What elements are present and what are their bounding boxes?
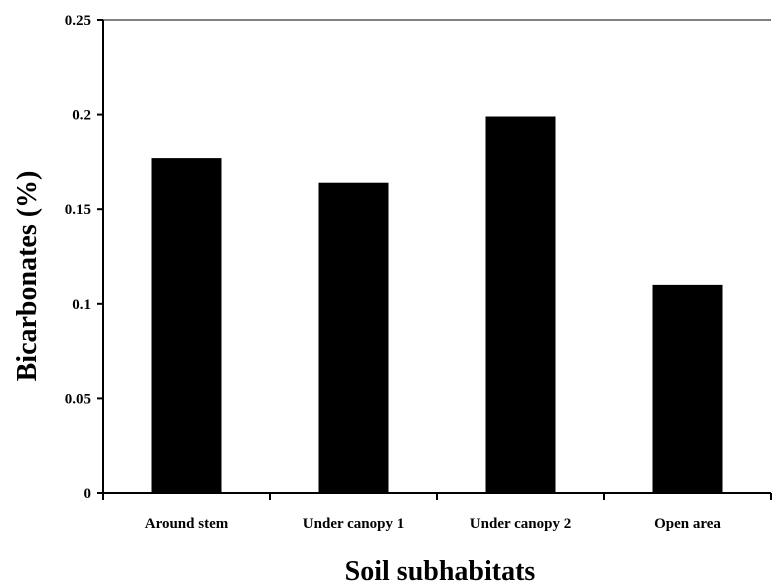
x-axis-title: Soil subhabitats bbox=[345, 556, 536, 587]
bar-under-canopy-1 bbox=[318, 182, 389, 493]
bar-around-stem bbox=[151, 158, 222, 493]
bar-open-area bbox=[652, 284, 723, 493]
x-ticks-group: Around stem Under canopy 1 Under canopy 2 O… bbox=[102, 493, 772, 532]
x-tick-label: Under canopy 1 bbox=[303, 516, 404, 532]
y-tick-label: 0.25 bbox=[65, 13, 91, 29]
y-tick-label: 0.2 bbox=[72, 108, 91, 124]
x-tick-label: Around stem bbox=[145, 516, 229, 532]
y-tick-label: 0.05 bbox=[65, 391, 91, 407]
y-tick-label: 0.1 bbox=[72, 297, 91, 313]
bar-under-canopy-2 bbox=[485, 116, 556, 493]
y-ticks-group: 0 0.05 0.1 0.15 0.2 0.25 bbox=[65, 13, 103, 502]
x-tick-label: Open area bbox=[654, 516, 721, 532]
x-tick-label: Under canopy 2 bbox=[470, 516, 571, 532]
y-axis-title: Bicarbonates (%) bbox=[12, 171, 43, 382]
bars-group bbox=[151, 116, 723, 493]
y-tick-label: 0 bbox=[84, 486, 92, 502]
y-tick-label: 0.15 bbox=[65, 202, 91, 218]
